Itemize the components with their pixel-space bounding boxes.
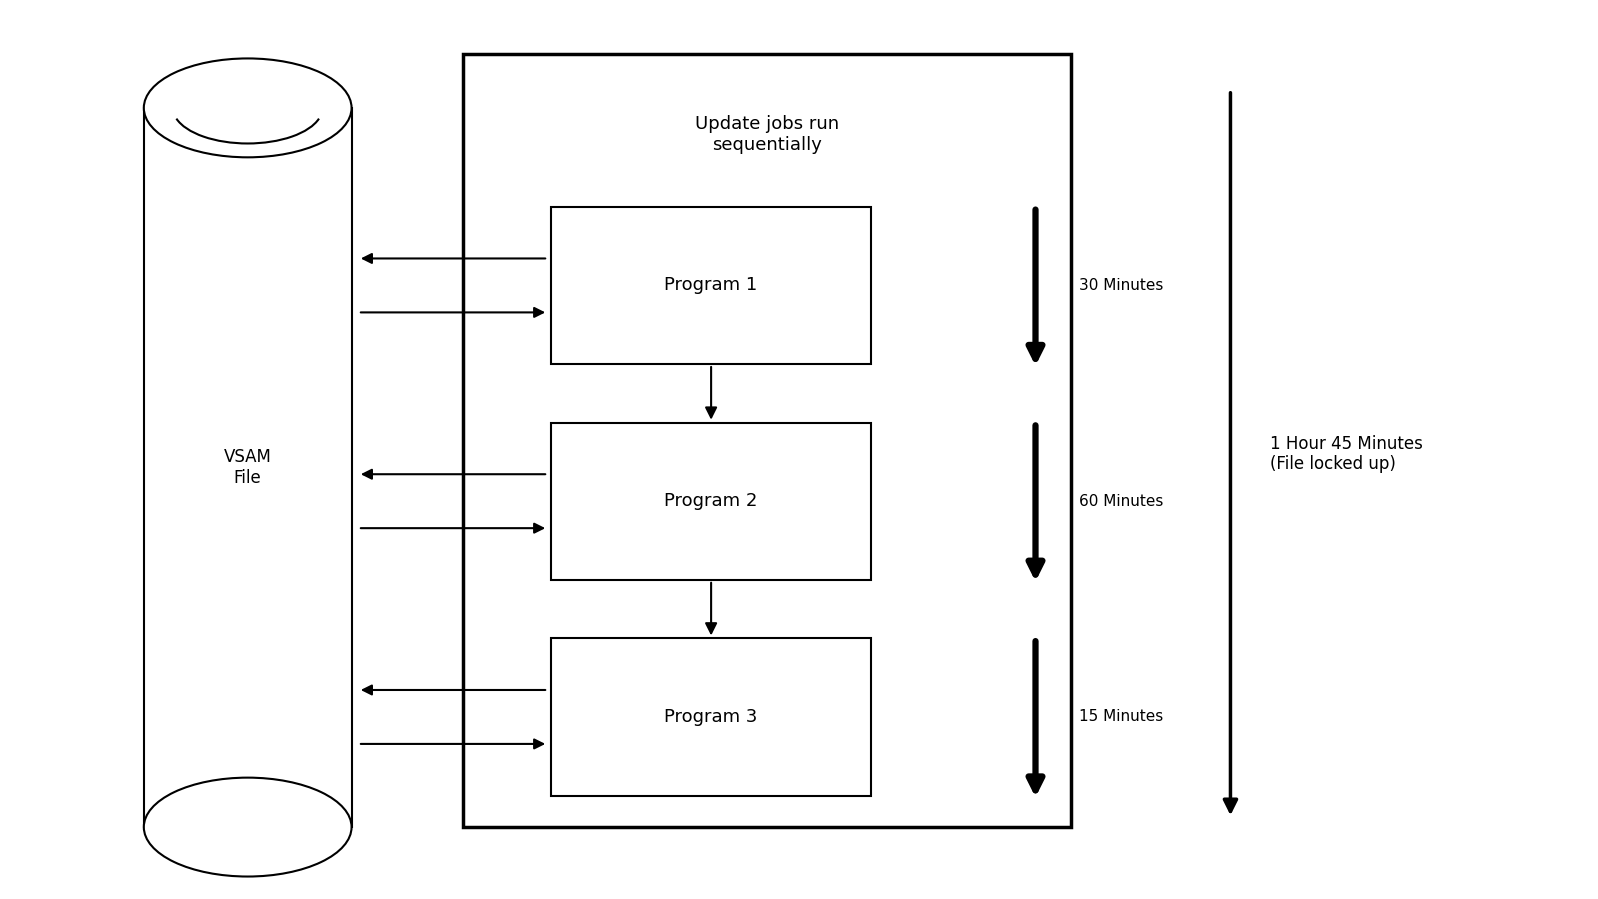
Text: VSAM
File: VSAM File	[224, 448, 272, 487]
Ellipse shape	[144, 58, 352, 157]
Ellipse shape	[144, 778, 352, 877]
Bar	[551, 207, 871, 364]
Bar	[551, 638, 871, 796]
Text: Program 3: Program 3	[665, 708, 757, 726]
Bar	[551, 423, 871, 580]
Text: 1 Hour 45 Minutes
(File locked up): 1 Hour 45 Minutes (File locked up)	[1270, 434, 1424, 474]
Text: Update jobs run
sequentially: Update jobs run sequentially	[695, 115, 839, 155]
Bar	[144, 108, 352, 827]
Text: 30 Minutes: 30 Minutes	[1079, 278, 1163, 293]
Text: 60 Minutes: 60 Minutes	[1079, 494, 1163, 509]
Bar	[463, 54, 1071, 827]
Text: Program 2: Program 2	[665, 492, 757, 511]
Text: Program 1: Program 1	[665, 276, 757, 295]
Text: 15 Minutes: 15 Minutes	[1079, 709, 1163, 725]
